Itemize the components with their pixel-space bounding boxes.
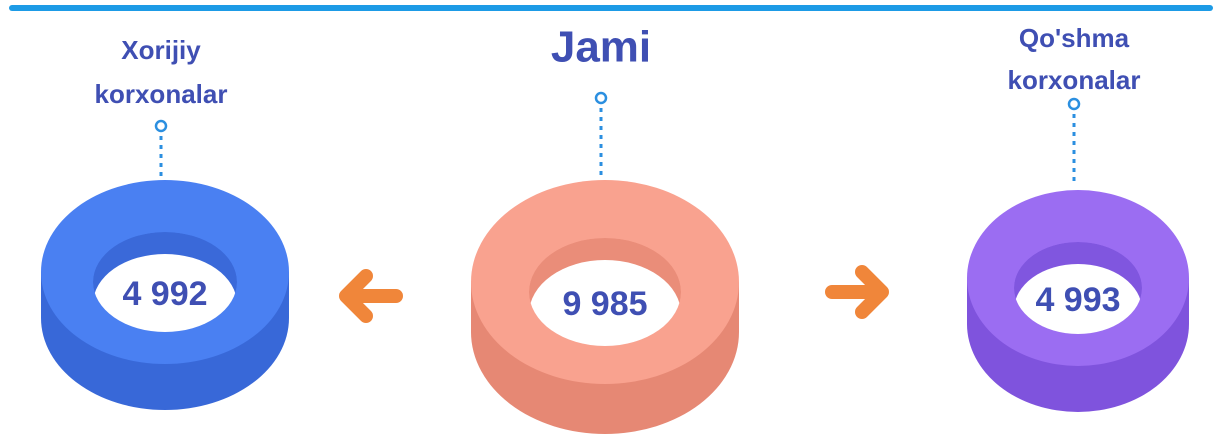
ring-item: Qo'shma korxonalar 4 993 [967,23,1189,412]
ring-value: 4 992 [122,275,207,313]
ring-value: 9 985 [562,285,647,323]
arrow-left [339,269,403,323]
connector-dot [154,119,168,133]
arrow-right [825,265,889,319]
connector-dot [594,91,608,105]
ring-label: korxonalar [95,79,228,109]
ring-item: Jami 9 985 [471,23,739,434]
ring-label: Xorijiy [121,35,201,65]
ring-item: Xorijiy korxonalar 4 992 [41,35,289,410]
connector-dot [1067,97,1081,111]
ring-label: korxonalar [1008,65,1141,95]
ring-label: Jami [551,23,651,72]
ring-value: 4 993 [1035,281,1120,319]
ring-label: Qo'shma [1019,23,1130,53]
